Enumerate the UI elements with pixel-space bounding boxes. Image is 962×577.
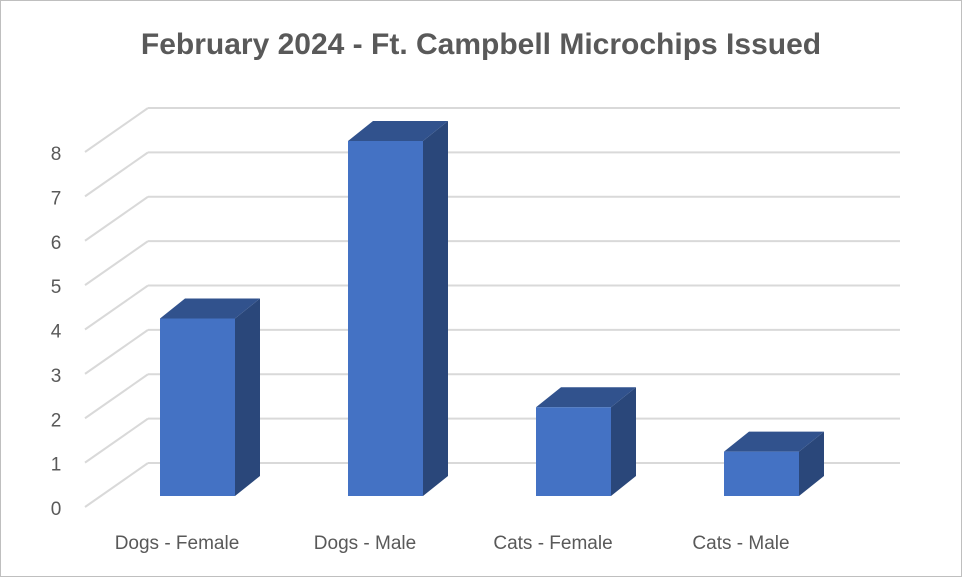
- x-tick-label: Dogs - Female: [115, 533, 240, 554]
- grid-line-side: [84, 284, 149, 331]
- grid-line-side: [84, 151, 149, 198]
- grid-line-side: [84, 195, 149, 242]
- y-tick-label: 2: [51, 410, 62, 431]
- y-tick-label: 3: [51, 366, 62, 387]
- bar-side: [611, 387, 636, 496]
- bar-top: [724, 431, 824, 452]
- y-tick-label: 8: [51, 144, 62, 165]
- bar: [724, 451, 799, 496]
- grid-line-side: [84, 329, 149, 375]
- grid-line-side: [84, 417, 149, 464]
- y-tick-label: 6: [51, 233, 62, 254]
- bar: [536, 407, 611, 496]
- bar-top: [160, 298, 260, 319]
- grid-line-side: [84, 240, 149, 286]
- bar-side: [423, 121, 448, 496]
- grid-line-side: [84, 373, 149, 420]
- bar-top: [348, 121, 448, 141]
- x-tick-label: Cats - Male: [692, 533, 789, 554]
- bar-side: [235, 298, 260, 496]
- bar: [348, 141, 423, 496]
- chart-title: February 2024 - Ft. Campbell Microchips …: [141, 28, 821, 61]
- y-tick-label: 0: [51, 499, 62, 520]
- y-tick-label: 5: [51, 277, 62, 298]
- x-tick-label: Dogs - Male: [314, 533, 416, 554]
- bar-side: [799, 431, 824, 496]
- grid-line-side: [84, 462, 149, 508]
- y-tick-label: 1: [51, 455, 62, 476]
- bar: [160, 318, 235, 496]
- x-tick-label: Cats - Female: [493, 533, 612, 554]
- grid-line-side: [84, 107, 149, 153]
- y-tick-label: 4: [51, 322, 62, 343]
- y-tick-label: 7: [51, 188, 62, 209]
- bar-top: [536, 387, 636, 408]
